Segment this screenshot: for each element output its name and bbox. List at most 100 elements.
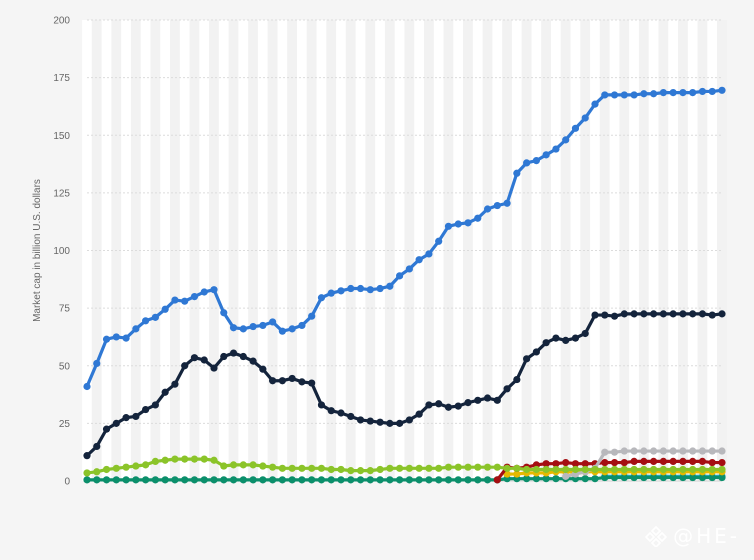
data-point[interactable] [337,287,345,295]
data-point[interactable] [132,325,140,333]
data-point[interactable] [620,473,628,482]
data-point[interactable] [552,460,560,468]
data-point[interactable] [581,114,589,122]
data-point[interactable] [83,476,91,484]
data-point[interactable] [366,476,374,484]
data-point[interactable] [396,476,404,484]
data-point[interactable] [112,476,120,484]
data-point[interactable] [308,379,316,387]
data-point[interactable] [669,457,677,466]
data-point[interactable] [415,256,423,264]
data-point[interactable] [610,448,619,456]
data-point[interactable] [630,310,638,318]
data-point[interactable] [405,265,413,273]
data-point[interactable] [93,442,101,451]
data-point[interactable] [610,91,619,99]
data-point[interactable] [679,457,687,466]
data-point[interactable] [679,473,687,482]
data-point[interactable] [435,464,443,472]
data-point[interactable] [386,476,394,484]
data-point[interactable] [122,334,130,342]
data-point[interactable] [659,89,667,97]
data-point[interactable] [581,460,589,468]
data-point[interactable] [542,460,550,468]
data-point[interactable] [630,465,638,474]
data-point[interactable] [542,339,550,347]
data-point[interactable] [650,457,658,466]
data-point[interactable] [142,476,150,484]
data-point[interactable] [83,452,91,460]
data-point[interactable] [698,473,707,482]
data-point[interactable] [239,461,247,469]
data-point[interactable] [347,412,355,421]
data-point[interactable] [249,461,257,469]
data-point[interactable] [269,377,277,385]
data-point[interactable] [601,465,609,474]
data-point[interactable] [444,222,453,230]
data-point[interactable] [659,310,667,318]
data-point[interactable] [601,448,609,456]
data-point[interactable] [132,476,140,484]
data-point[interactable] [132,462,140,470]
data-point[interactable] [542,465,550,474]
data-point[interactable] [610,465,619,474]
data-point[interactable] [356,467,365,475]
data-point[interactable] [181,362,189,370]
data-point[interactable] [503,385,511,393]
data-point[interactable] [229,476,238,484]
data-point[interactable] [347,467,355,475]
data-point[interactable] [190,293,199,301]
data-point[interactable] [503,464,511,472]
data-point[interactable] [181,476,189,484]
data-point[interactable] [239,476,247,484]
data-point[interactable] [689,447,697,455]
data-point[interactable] [708,473,716,482]
data-point[interactable] [718,310,726,318]
data-point[interactable] [620,91,628,99]
data-point[interactable] [220,352,228,361]
data-point[interactable] [483,463,492,471]
data-point[interactable] [552,334,560,342]
data-point[interactable] [532,157,540,165]
data-point[interactable] [669,310,677,318]
data-point[interactable] [171,455,179,463]
data-point[interactable] [366,417,374,425]
data-point[interactable] [200,455,208,463]
data-point[interactable] [513,470,521,478]
data-point[interactable] [200,476,208,484]
data-point[interactable] [542,151,550,159]
data-point[interactable] [630,473,638,482]
data-point[interactable] [278,464,286,472]
data-point[interactable] [435,237,443,245]
data-point[interactable] [591,100,599,108]
data-point[interactable] [190,354,199,362]
data-point[interactable] [493,463,501,471]
data-point[interactable] [405,476,413,484]
data-point[interactable] [523,465,531,474]
data-point[interactable] [298,321,306,330]
data-point[interactable] [376,476,384,484]
data-point[interactable] [317,464,326,472]
data-point[interactable] [249,357,257,365]
data-point[interactable] [640,310,648,318]
data-point[interactable] [454,463,462,471]
data-point[interactable] [562,472,570,480]
data-point[interactable] [581,329,589,338]
data-point[interactable] [650,473,658,482]
data-point[interactable] [435,476,443,484]
data-point[interactable] [532,348,540,356]
data-point[interactable] [708,311,716,319]
data-point[interactable] [444,403,453,411]
data-point[interactable] [503,470,511,478]
data-point[interactable] [650,90,658,98]
data-point[interactable] [366,286,374,294]
data-point[interactable] [708,447,716,455]
data-point[interactable] [464,399,472,407]
data-point[interactable] [171,476,179,484]
data-point[interactable] [650,465,658,474]
data-point[interactable] [93,359,101,368]
data-point[interactable] [464,219,472,227]
data-point[interactable] [210,286,218,294]
data-point[interactable] [610,473,619,482]
data-point[interactable] [474,476,482,484]
